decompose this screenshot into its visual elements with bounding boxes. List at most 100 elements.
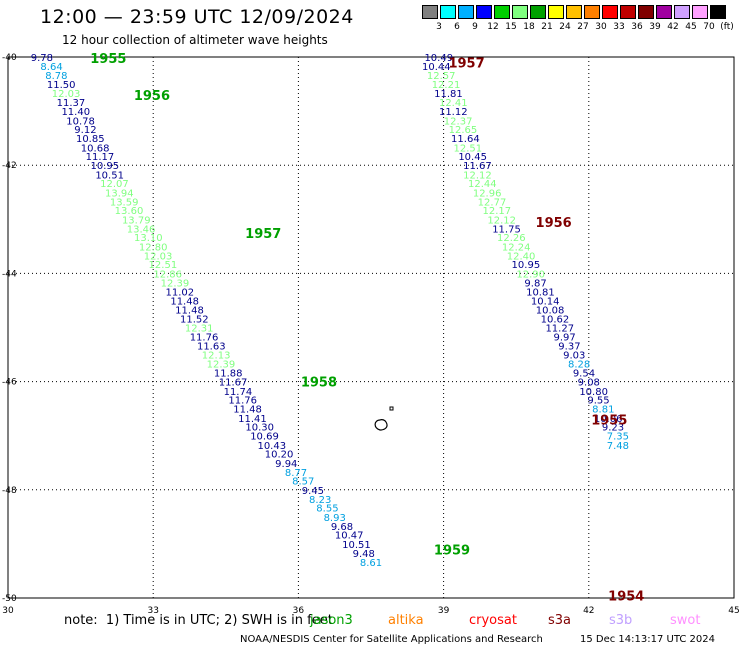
satellite-name: cryosat bbox=[469, 613, 517, 628]
wave-height-label: 11.81 bbox=[434, 89, 463, 100]
wave-height-label: 12.07 bbox=[100, 179, 129, 190]
wave-height-label: 12.77 bbox=[478, 197, 507, 208]
wave-height-label: 11.27 bbox=[545, 324, 574, 335]
scale-swatch bbox=[440, 5, 456, 19]
wave-height-label: 10.95 bbox=[90, 161, 119, 172]
track-year-label: 1956 bbox=[134, 89, 170, 104]
scale-label: 42 bbox=[667, 22, 679, 32]
wave-height-label: 12.90 bbox=[516, 269, 545, 280]
scale-label: 3 bbox=[436, 22, 442, 32]
scale-label: 18 bbox=[523, 22, 535, 32]
wave-height-label: 8.78 bbox=[45, 71, 67, 82]
wave-height-label: 8.77 bbox=[285, 468, 307, 479]
satellite-name: swot bbox=[670, 613, 701, 628]
scale-label: (ft) bbox=[720, 22, 734, 32]
scale-swatch bbox=[620, 5, 636, 19]
wave-height-label: 10.08 bbox=[536, 306, 565, 317]
scale-label: 36 bbox=[631, 22, 643, 32]
wave-height-label: 10.81 bbox=[526, 287, 555, 298]
wave-height-label: 13.79 bbox=[122, 215, 151, 226]
wave-height-label: 11.02 bbox=[165, 287, 194, 298]
wave-height-label: 9.94 bbox=[275, 459, 297, 470]
scale-label: 33 bbox=[613, 22, 625, 32]
track-year-label: 1959 bbox=[434, 543, 470, 558]
wave-height-label: 9.97 bbox=[553, 333, 575, 344]
wave-height-label: 12.39 bbox=[161, 279, 190, 290]
wave-height-label: 13.10 bbox=[134, 233, 163, 244]
wave-height-label: 11.17 bbox=[86, 152, 115, 163]
wave-height-label: 11.37 bbox=[57, 98, 86, 109]
y-tick-label: -50 bbox=[2, 594, 17, 604]
track-year-label: 1955 bbox=[591, 413, 627, 428]
scale-label: 15 bbox=[505, 22, 517, 32]
wave-height-label: 10.51 bbox=[95, 170, 124, 181]
track-year-label: 1956 bbox=[536, 216, 572, 231]
wave-height-label: 9.37 bbox=[558, 341, 580, 352]
wave-height-label: 10.49 bbox=[424, 53, 453, 64]
wave-height-label: 9.23 bbox=[602, 423, 624, 434]
wave-height-label: 12.51 bbox=[149, 260, 178, 271]
scale-swatch bbox=[548, 5, 564, 19]
wave-height-label: 13.46 bbox=[127, 224, 156, 235]
y-tick-label: -40 bbox=[2, 53, 17, 63]
wave-height-label: 9.03 bbox=[563, 351, 585, 362]
wave-height-label: 11.48 bbox=[233, 405, 262, 416]
wave-height-label: 11.88 bbox=[214, 368, 243, 379]
wave-height-label: 11.50 bbox=[47, 80, 76, 91]
wave-height-label: 11.67 bbox=[463, 161, 492, 172]
track-year-label: 1954 bbox=[608, 589, 644, 604]
y-tick-label: -42 bbox=[2, 161, 17, 171]
wave-height-label: 10.85 bbox=[76, 134, 105, 145]
wave-height-label: 8.64 bbox=[40, 62, 62, 73]
footer-timestamp: 15 Dec 14:13:17 UTC 2024 bbox=[580, 634, 715, 645]
wave-height-label: 11.48 bbox=[170, 296, 199, 307]
track-year-label: 1955 bbox=[90, 52, 126, 67]
wave-height-label: 11.12 bbox=[439, 107, 468, 118]
wave-height-label: 7.48 bbox=[607, 441, 629, 452]
wave-height-label: 7.35 bbox=[607, 432, 629, 443]
wave-height-label: 11.63 bbox=[197, 341, 226, 352]
wave-height-label: 12.80 bbox=[139, 242, 168, 253]
scale-label: 24 bbox=[559, 22, 571, 32]
track-year-label: 1958 bbox=[301, 376, 337, 391]
scale-swatch bbox=[638, 5, 654, 19]
scale-swatch bbox=[692, 5, 708, 19]
wave-height-label: 11.41 bbox=[238, 414, 267, 425]
footer-credit: NOAA/NESDIS Center for Satellite Applica… bbox=[240, 634, 543, 645]
wave-height-label: 9.78 bbox=[31, 53, 53, 64]
wave-height-label: 9.48 bbox=[353, 549, 375, 560]
wave-height-label: 10.30 bbox=[245, 423, 274, 434]
scale-swatch bbox=[674, 5, 690, 19]
wave-height-label: 11.64 bbox=[451, 134, 480, 145]
wave-height-label: 12.37 bbox=[444, 116, 473, 127]
track-year-labels: 1955 1956 1957 1958 1959 1957 1956 1955 1954 bbox=[90, 52, 644, 604]
wave-height-label: 10.06 bbox=[594, 414, 623, 425]
scale-label: 6 bbox=[454, 22, 460, 32]
wave-height-label: 9.45 bbox=[302, 486, 324, 497]
wave-height-label: 12.65 bbox=[449, 125, 478, 136]
wave-height-label: 9.87 bbox=[524, 279, 546, 290]
x-tick-label: 39 bbox=[438, 606, 450, 616]
wave-height-label: 10.14 bbox=[531, 296, 560, 307]
wave-height-label: 12.12 bbox=[487, 215, 516, 226]
wave-height-label: 12.24 bbox=[502, 242, 531, 253]
wave-height-label: 11.48 bbox=[175, 306, 204, 317]
scale-swatch bbox=[602, 5, 618, 19]
scale-swatch bbox=[584, 5, 600, 19]
wave-height-label: 8.61 bbox=[360, 558, 382, 569]
wave-height-label: 11.76 bbox=[190, 333, 219, 344]
scale-label: 39 bbox=[649, 22, 661, 32]
wave-height-label: 13.60 bbox=[115, 206, 144, 217]
wave-height-label: 12.12 bbox=[463, 170, 492, 181]
map-frame bbox=[7, 56, 735, 599]
wave-height-label: 8.55 bbox=[316, 504, 338, 515]
wave-height-label: 9.55 bbox=[587, 395, 609, 406]
scale-label: 9 bbox=[472, 22, 478, 32]
wave-height-label: 8.81 bbox=[592, 405, 614, 416]
scale-label: 30 bbox=[595, 22, 607, 32]
scale-label: 70 bbox=[703, 22, 715, 32]
wave-height-label: 11.52 bbox=[180, 314, 209, 325]
wave-height-label: 9.12 bbox=[74, 125, 96, 136]
track-year-label: 1957 bbox=[448, 56, 484, 71]
scale-swatch bbox=[476, 5, 492, 19]
